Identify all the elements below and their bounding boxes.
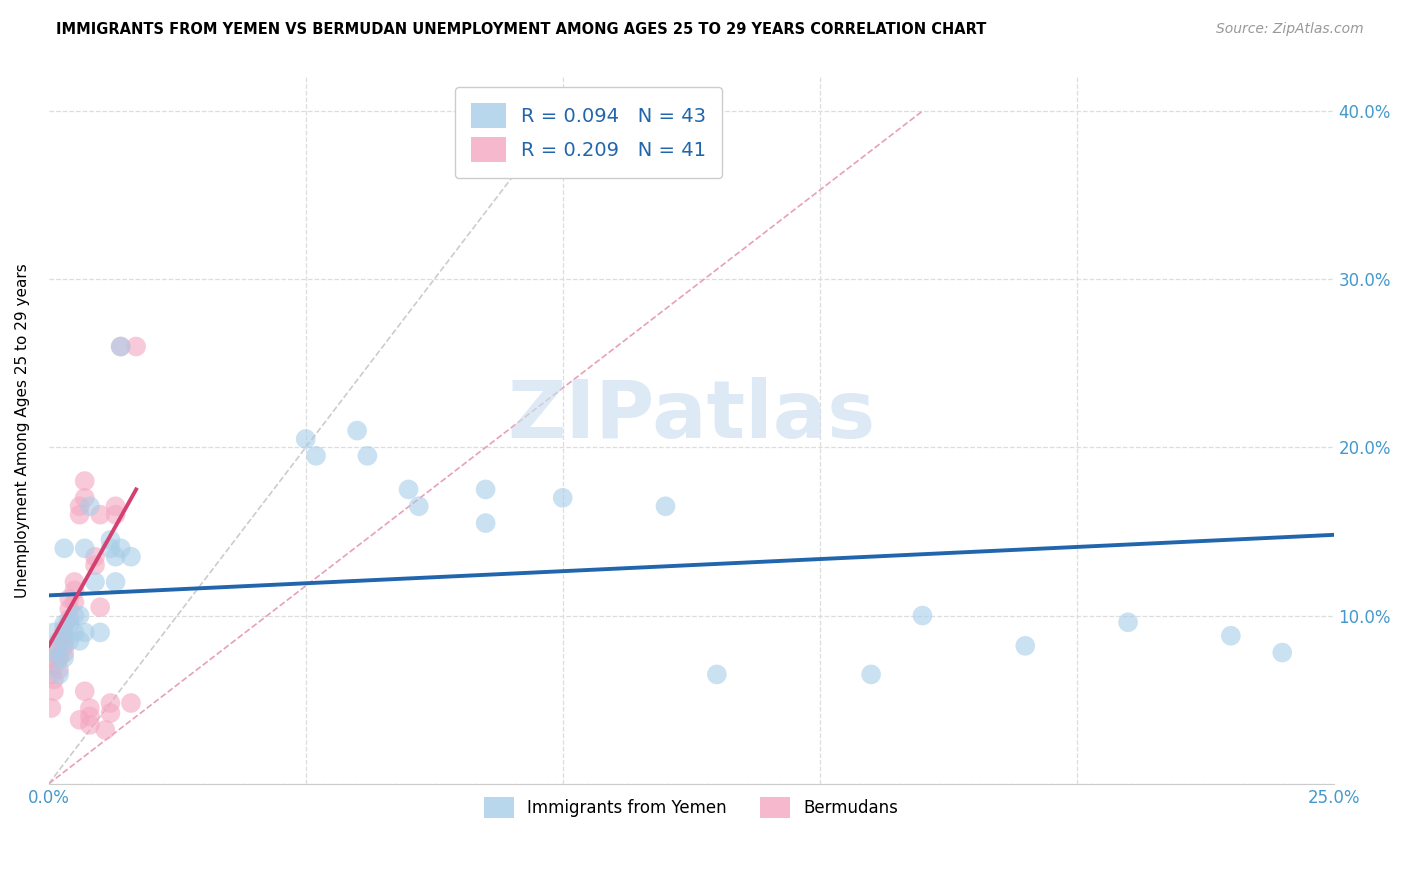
Point [73, 625, 96, 640]
Point [79, 709, 101, 723]
Point [911, 608, 934, 623]
Point [69, 608, 91, 623]
Point [120, 549, 142, 564]
Point [294, 432, 316, 446]
Point [100, 696, 122, 710]
Text: ZIPatlas: ZIPatlas [508, 377, 876, 456]
Point [1271, 646, 1294, 660]
Point [110, 339, 132, 353]
Point [94, 723, 117, 737]
Point [42, 684, 65, 698]
Point [1116, 615, 1139, 630]
Point [53, 629, 76, 643]
Point [69, 508, 91, 522]
Point [63, 595, 86, 609]
Point [110, 339, 132, 353]
Text: IMMIGRANTS FROM YEMEN VS BERMUDAN UNEMPLOYMENT AMONG AGES 25 TO 29 YEARS CORRELA: IMMIGRANTS FROM YEMEN VS BERMUDAN UNEMPL… [56, 22, 987, 37]
Point [53, 617, 76, 632]
Point [125, 339, 148, 353]
Point [73, 491, 96, 505]
Point [53, 646, 76, 660]
Point [42, 642, 65, 657]
Point [41, 701, 63, 715]
Point [42, 650, 65, 665]
Point [79, 500, 101, 514]
Point [58, 617, 80, 632]
Point [100, 541, 122, 556]
Point [58, 612, 80, 626]
Point [53, 541, 76, 556]
Point [63, 583, 86, 598]
Point [69, 500, 91, 514]
Point [89, 600, 111, 615]
Point [100, 706, 122, 720]
Point [79, 701, 101, 715]
Point [706, 667, 728, 681]
Point [305, 449, 328, 463]
Point [73, 541, 96, 556]
Point [48, 667, 70, 681]
Point [551, 491, 574, 505]
Point [69, 713, 91, 727]
Point [100, 533, 122, 547]
Point [110, 541, 132, 556]
Point [73, 474, 96, 488]
Point [53, 639, 76, 653]
Point [58, 633, 80, 648]
Point [474, 483, 496, 497]
Point [53, 622, 76, 636]
Point [104, 508, 127, 522]
Point [69, 633, 91, 648]
Point [63, 625, 86, 640]
Point [63, 608, 86, 623]
Point [45, 642, 67, 657]
Point [79, 718, 101, 732]
Point [48, 633, 70, 648]
Point [356, 449, 378, 463]
Point [398, 483, 420, 497]
Legend: Immigrants from Yemen, Bermudans: Immigrants from Yemen, Bermudans [477, 790, 905, 825]
Point [104, 500, 127, 514]
Text: Source: ZipAtlas.com: Source: ZipAtlas.com [1216, 22, 1364, 37]
Point [58, 591, 80, 606]
Point [53, 650, 76, 665]
Point [860, 667, 883, 681]
Point [48, 650, 70, 665]
Point [1219, 629, 1241, 643]
Point [42, 673, 65, 687]
Point [474, 516, 496, 530]
Point [346, 424, 368, 438]
Point [53, 633, 76, 648]
Point [42, 625, 65, 640]
Point [1014, 639, 1036, 653]
Y-axis label: Unemployment Among Ages 25 to 29 years: Unemployment Among Ages 25 to 29 years [15, 263, 30, 598]
Point [84, 549, 107, 564]
Point [41, 667, 63, 681]
Point [89, 508, 111, 522]
Point [408, 500, 430, 514]
Point [58, 602, 80, 616]
Point [654, 500, 676, 514]
Point [104, 549, 127, 564]
Point [48, 650, 70, 665]
Point [84, 558, 107, 573]
Point [84, 574, 107, 589]
Point [120, 696, 142, 710]
Point [104, 574, 127, 589]
Point [42, 659, 65, 673]
Point [73, 684, 96, 698]
Point [48, 662, 70, 676]
Point [63, 574, 86, 589]
Point [89, 625, 111, 640]
